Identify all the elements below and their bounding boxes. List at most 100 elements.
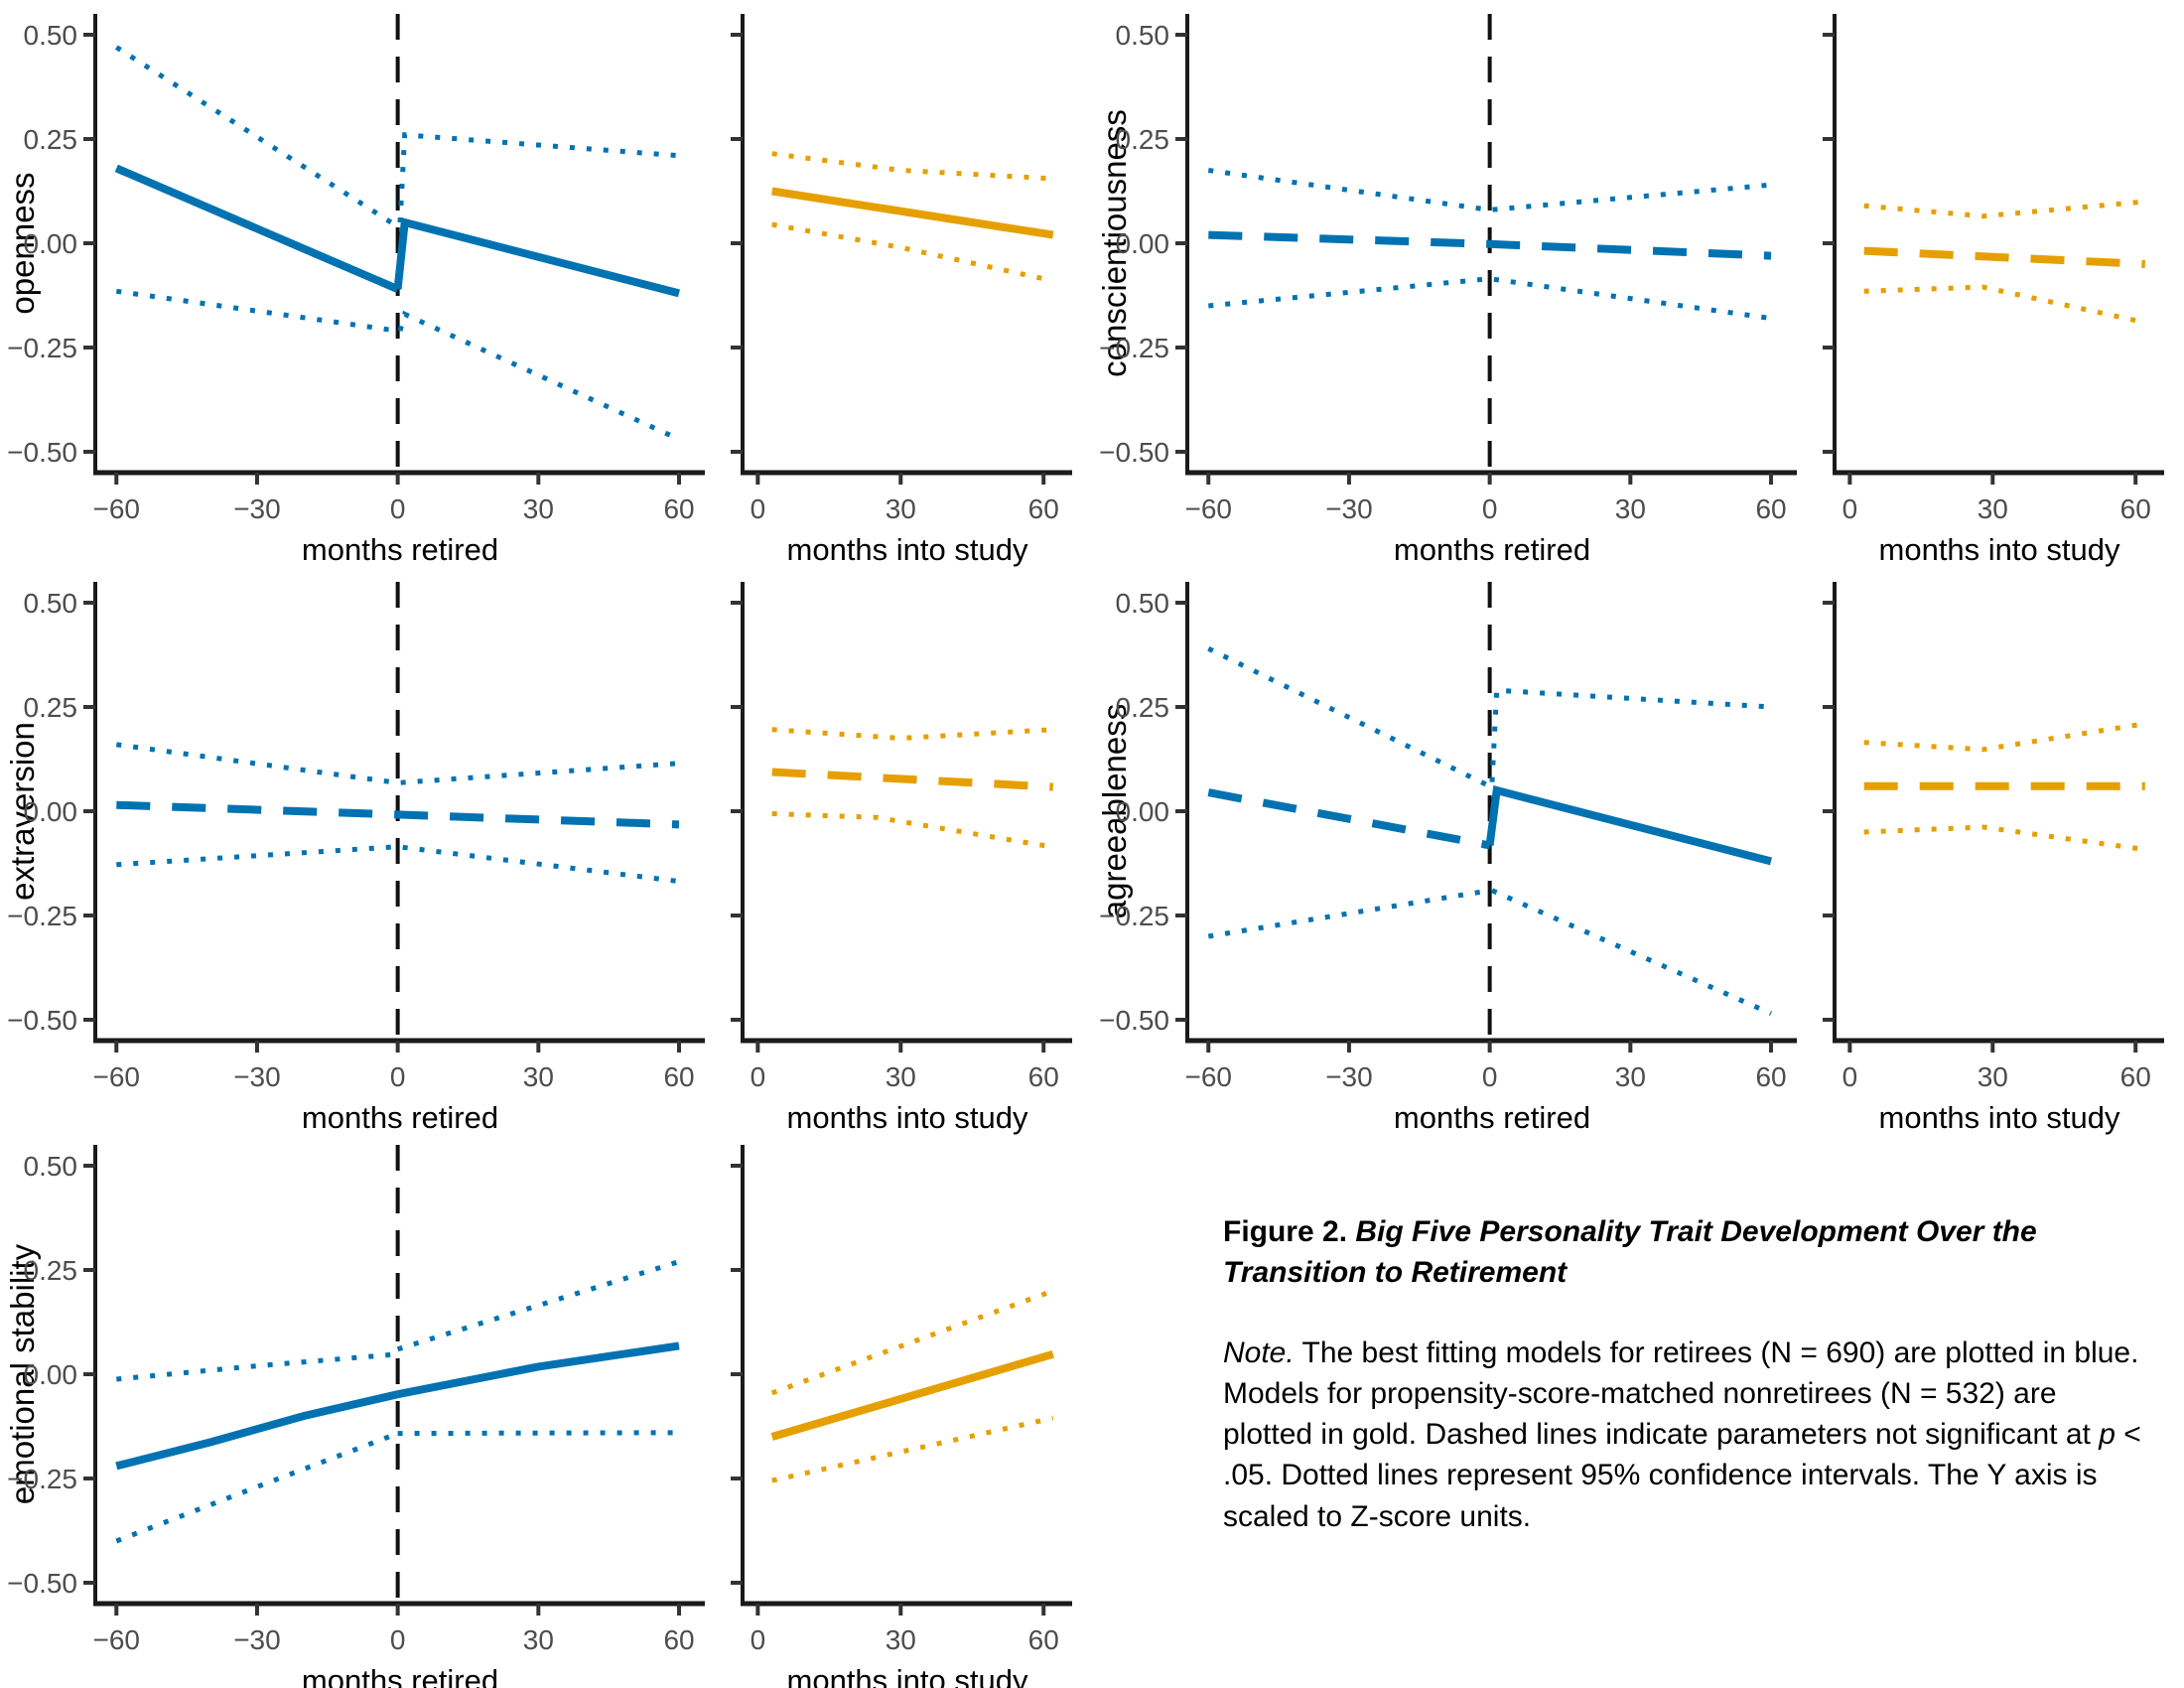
x-tick-label-extraversion-retired: 30	[523, 1061, 554, 1092]
y-tick-label-openness: −0.25	[7, 333, 77, 363]
y-tick-label-conscientiousness: −0.50	[1099, 437, 1169, 468]
series-openness-study-estimate	[771, 187, 1054, 239]
figure-note-segment-1: The best fitting models for retirees (N …	[1223, 1336, 2139, 1452]
y-tick-label-conscientiousness: −0.25	[1099, 333, 1169, 363]
x-tick-label-extraversion-study: 60	[1028, 1061, 1059, 1092]
x-tick-label-openness-retired: 30	[523, 493, 554, 524]
y-tick-label-agreeableness: 0.50	[1116, 588, 1170, 619]
y-tick-label-conscientiousness: 0.00	[1116, 228, 1170, 259]
y-tick-label-extraversion: −0.25	[7, 901, 77, 931]
y-tick-label-emotional-stability: −0.25	[7, 1464, 77, 1494]
x-tick-label-agreeableness-study: 60	[2120, 1061, 2151, 1092]
x-tick-label-conscientiousness-retired: −60	[1185, 493, 1233, 524]
x-tick-label-agreeableness-study: 30	[1978, 1061, 2008, 1092]
x-tick-label-conscientiousness-retired: −30	[1325, 493, 1373, 524]
series-emotional-stability-retired-ci_lower_post	[397, 1430, 680, 1437]
x-axis-title-conscientiousness-retired: months retired	[1394, 532, 1590, 567]
x-axis-title-openness-study: months into study	[787, 532, 1028, 567]
series-openness-retired-ci_lower_post	[397, 310, 681, 442]
x-tick-label-emotional-stability-retired: 30	[523, 1624, 554, 1655]
panel-conscientiousness: conscientiousness0.500.250.00−0.25−0.50−…	[1096, 14, 2164, 567]
series-agreeableness-retired-estimate_post	[1485, 784, 1773, 866]
x-tick-label-agreeableness-retired: 30	[1615, 1061, 1646, 1092]
x-tick-label-openness-retired: −60	[93, 493, 141, 524]
x-tick-label-agreeableness-retired: 0	[1482, 1061, 1498, 1092]
x-tick-label-agreeableness-retired: 60	[1755, 1061, 1786, 1092]
series-openness-study-ci_upper	[771, 151, 1053, 182]
x-tick-label-openness-study: 60	[1028, 493, 1059, 524]
series-agreeableness-study-ci_lower	[1863, 824, 2146, 853]
x-tick-label-extraversion-retired: −30	[233, 1061, 281, 1092]
series-agreeableness-study-ci_upper	[1863, 721, 2146, 753]
series-emotional-stability-study-estimate	[770, 1349, 1054, 1441]
y-tick-label-extraversion: 0.25	[24, 692, 78, 723]
series-emotional-stability-retired-estimate_pre	[115, 1390, 399, 1471]
panel-emotional-stability: emotional stability 0.50 0.25 0.00 −0.25 −0.5…	[4, 1145, 1072, 1688]
y-tick-label-extraversion: −0.50	[7, 1005, 77, 1036]
series-agreeableness-retired-ci_upper_pre	[1207, 645, 1491, 789]
series-openness-retired-ci_lower_pre	[115, 288, 398, 334]
x-tick-label-emotional-stability-retired: 60	[663, 1624, 694, 1655]
y-tick-label-emotional-stability: −0.50	[7, 1568, 77, 1599]
series-conscientiousness-study-estimate	[1863, 246, 2145, 268]
y-tick-label-openness: 0.25	[24, 124, 78, 155]
series-openness-retired-ci_upper_post	[397, 132, 680, 223]
x-tick-label-emotional-stability-study: 60	[1028, 1624, 1059, 1655]
y-tick-label-emotional-stability: 0.50	[24, 1151, 78, 1182]
series-conscientiousness-study-ci_lower	[1863, 284, 2146, 326]
x-tick-label-emotional-stability-study: 0	[751, 1624, 766, 1655]
y-tick-label-agreeableness: −0.50	[1099, 1005, 1169, 1036]
x-tick-label-openness-retired: 60	[663, 493, 694, 524]
x-axis-title-extraversion-study: months into study	[787, 1100, 1028, 1135]
x-tick-label-conscientiousness-retired: 30	[1615, 493, 1646, 524]
figure-caption-title: Figure 2. Big Five Personality Trait Dev…	[1223, 1211, 2146, 1293]
figure-caption: Figure 2. Big Five Personality Trait Dev…	[1223, 1211, 2146, 1537]
panel-agreeableness: agreeableness 0.50 0.25 0.00 −0.25 −0.50 −60 −3…	[1096, 582, 2164, 1135]
subplot-extraversion-retired: 0.50 0.25 0.00 −0.25 −0.50 −60 −30 0 30 60 months …	[7, 582, 705, 1135]
x-tick-label-agreeableness-study: 0	[1843, 1061, 1858, 1092]
figure-caption-note: Note. The best fitting models for retire…	[1223, 1333, 2146, 1536]
series-openness-study-ci_lower	[771, 221, 1054, 284]
series-agreeableness-retired-ci_upper_post	[1489, 687, 1772, 782]
series-agreeableness-retired-ci_lower_pre	[1207, 888, 1491, 939]
x-axis-title-emotional-stability-retired: months retired	[302, 1663, 498, 1688]
x-tick-label-openness-retired: −30	[233, 493, 281, 524]
x-tick-label-conscientiousness-study: 30	[1978, 493, 2008, 524]
x-tick-label-conscientiousness-study: 0	[1843, 493, 1858, 524]
x-tick-label-agreeableness-retired: −30	[1325, 1061, 1373, 1092]
x-tick-label-extraversion-retired: 60	[663, 1061, 694, 1092]
x-axis-title-openness-retired: months retired	[302, 532, 498, 567]
subplot-emotional-stability-retired: 0.50 0.25 0.00 −0.25 −0.50 −60 −30 0 30 60 months …	[7, 1145, 705, 1688]
x-axis-title-agreeableness-retired: months retired	[1394, 1100, 1590, 1135]
series-emotional-stability-study-ci_lower	[771, 1415, 1054, 1483]
x-tick-label-conscientiousness-retired: 0	[1482, 493, 1498, 524]
x-tick-label-extraversion-retired: −60	[93, 1061, 141, 1092]
figure-note-segment-2: p	[2099, 1418, 2116, 1452]
subplot-agreeableness-retired: 0.50 0.25 0.00 −0.25 −0.50 −60 −30 0 30 60 months …	[1099, 582, 1797, 1135]
x-tick-label-openness-study: 0	[751, 493, 766, 524]
panel-extraversion: extraversion 0.50 0.25 0.00 −0.25 −0.50 −60 −30…	[4, 582, 1072, 1135]
series-extraversion-study-ci_lower	[771, 811, 1054, 850]
series-emotional-stability-retired-ci_upper_pre	[116, 1351, 398, 1382]
y-axis-label-agreeableness: agreeableness	[1096, 704, 1133, 919]
subplot-conscientiousness-retired: 0.50 0.25 0.00 −0.25 −0.50 −60 −30 0 30 60 months …	[1099, 14, 1797, 567]
x-tick-label-extraversion-study: 0	[751, 1061, 766, 1092]
series-agreeableness-retired-ci_lower_post	[1490, 888, 1773, 1016]
series-emotional-stability-retired-ci_lower_pre	[115, 1431, 399, 1544]
x-tick-label-conscientiousness-retired: 60	[1755, 493, 1786, 524]
subplot-openness-retired: 0.50 0.25 0.00 −0.25 −0.50 −60 −30 0 30 60 months …	[7, 14, 705, 567]
series-emotional-stability-retired-estimate_post	[396, 1341, 680, 1399]
x-tick-label-extraversion-retired: 0	[390, 1061, 406, 1092]
series-emotional-stability-retired-ci_upper_post	[396, 1259, 680, 1352]
series-extraversion-retired-estimate	[116, 800, 680, 829]
x-tick-label-agreeableness-retired: −60	[1185, 1061, 1233, 1092]
y-tick-label-openness: −0.50	[7, 437, 77, 468]
series-extraversion-study-estimate	[771, 768, 1054, 791]
x-axis-title-conscientiousness-study: months into study	[1879, 532, 2120, 567]
x-tick-label-extraversion-study: 30	[886, 1061, 916, 1092]
